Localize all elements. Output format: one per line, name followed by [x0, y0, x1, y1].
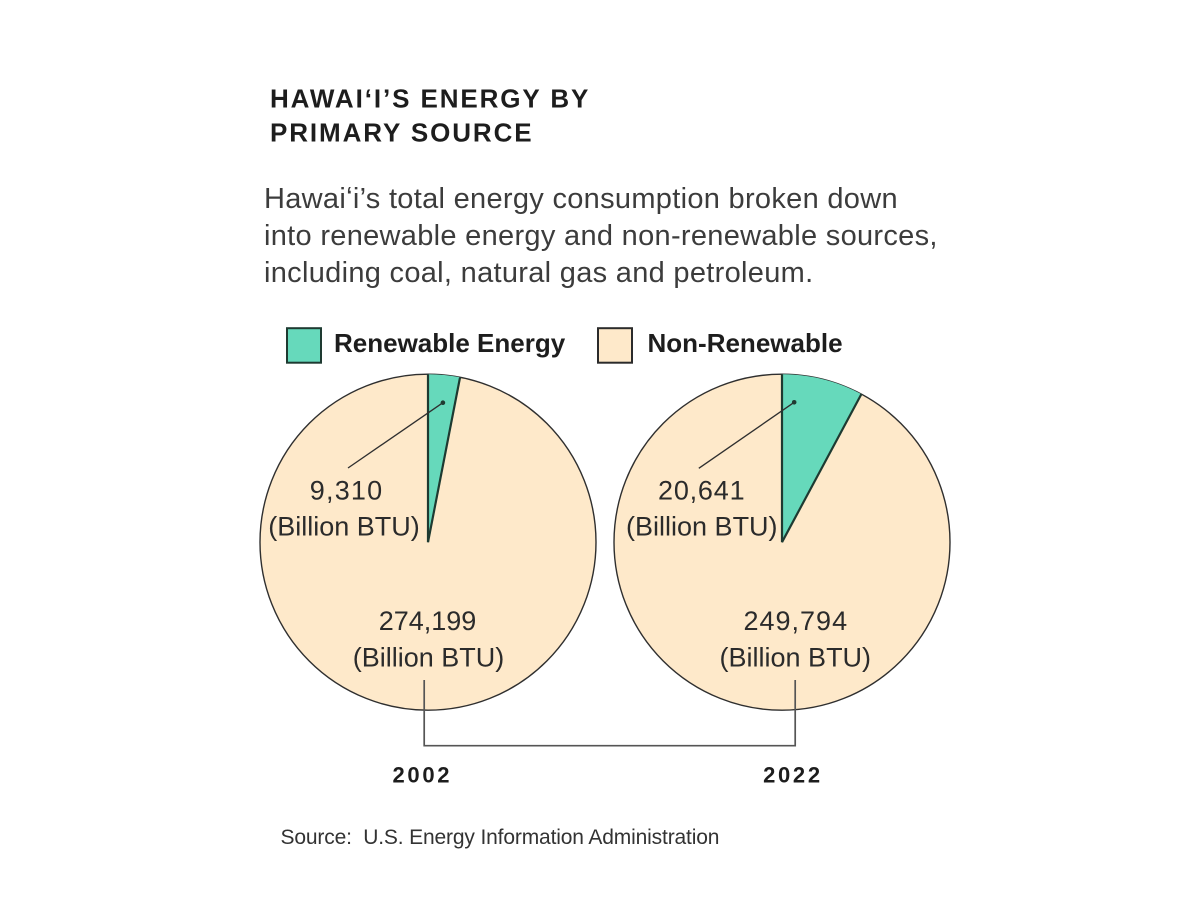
svg-text:Renewable Energy: Renewable Energy — [334, 328, 566, 358]
svg-text:(Billion BTU): (Billion BTU) — [720, 642, 872, 672]
svg-text:(Billion BTU): (Billion BTU) — [268, 512, 420, 542]
svg-text:PRIMARY SOURCE: PRIMARY SOURCE — [270, 118, 534, 148]
svg-text:20,641: 20,641 — [658, 476, 745, 506]
svg-text:2022: 2022 — [763, 763, 823, 788]
svg-text:(Billion BTU): (Billion BTU) — [353, 642, 505, 672]
svg-text:(Billion BTU): (Billion BTU) — [626, 512, 778, 542]
svg-text:Hawaiʻi’s total energy consump: Hawaiʻi’s total energy consumption broke… — [264, 183, 898, 215]
svg-text:274,199: 274,199 — [379, 606, 477, 636]
svg-text:9,310: 9,310 — [310, 476, 384, 506]
svg-text:into renewable energy and non-: into renewable energy and non-renewable … — [264, 220, 938, 252]
svg-text:Source: U.S. Energy Informati: Source: U.S. Energy Information Administ… — [281, 826, 720, 849]
svg-text:249,794: 249,794 — [743, 606, 848, 636]
svg-text:including coal, natural gas an: including coal, natural gas and petroleu… — [264, 257, 813, 289]
svg-text:2002: 2002 — [392, 763, 452, 788]
svg-text:Non-Renewable: Non-Renewable — [648, 328, 843, 358]
svg-text:HAWAI‘I’S ENERGY BY: HAWAI‘I’S ENERGY BY — [270, 83, 590, 113]
